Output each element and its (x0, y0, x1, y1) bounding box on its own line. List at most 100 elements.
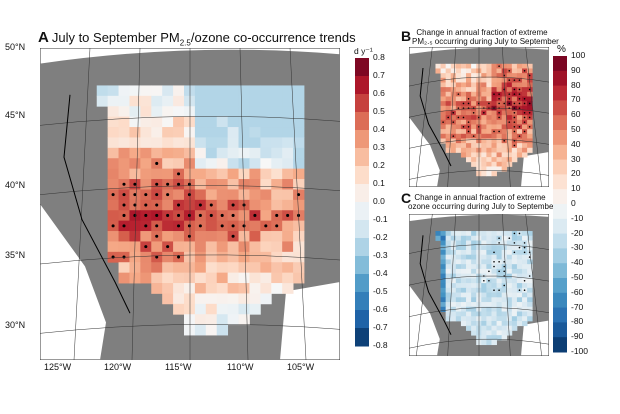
grid-cell (216, 116, 229, 128)
grid-cell (238, 189, 250, 201)
grid-cell (194, 241, 207, 253)
grid-cell (460, 138, 467, 144)
grid-cell (238, 147, 250, 159)
grid-cell (511, 152, 518, 158)
grid-cell (238, 262, 250, 274)
grid-cell (450, 63, 457, 69)
grid-cell (466, 254, 472, 260)
grid-cell (440, 138, 447, 144)
grid-cell (249, 251, 261, 263)
grid-cell (440, 245, 447, 251)
grid-cell (293, 85, 305, 97)
grid-cell (440, 77, 447, 83)
grid-cell (249, 231, 261, 242)
grid-cell (440, 124, 447, 130)
grid-cell (522, 254, 528, 260)
grid-cell (450, 292, 457, 298)
grid-cell (118, 158, 130, 170)
grid-cell (516, 119, 523, 125)
grid-cell (440, 101, 447, 107)
meridian-line (416, 47, 433, 187)
grid-cell (184, 106, 196, 118)
grid-cell (471, 152, 477, 158)
parallel-line (409, 107, 549, 118)
grid-cell (238, 85, 250, 97)
grid-cell (471, 231, 477, 237)
grid-cell (486, 133, 492, 139)
significance-dot (518, 107, 521, 109)
significance-dot (493, 130, 495, 133)
colorbar-swatch (355, 328, 369, 347)
grid-cell (471, 161, 477, 167)
grid-cell (455, 77, 462, 83)
grid-cell (471, 124, 477, 130)
grid-cell (491, 133, 497, 139)
grid-cell (471, 254, 477, 260)
significance-dot (133, 193, 137, 197)
grid-cell (107, 210, 119, 222)
grid-cell (481, 339, 487, 346)
grid-cell (249, 189, 261, 201)
grid-cell (227, 272, 239, 284)
grid-cell (527, 119, 533, 125)
grid-cell (506, 138, 513, 144)
grid-cell (516, 143, 523, 149)
grid-cell (501, 235, 508, 241)
grid-cell (460, 249, 467, 256)
grid-cell (511, 325, 518, 331)
grid-cell (511, 63, 518, 69)
grid-cell (293, 231, 305, 242)
grid-cell (271, 85, 283, 97)
grid-cell (506, 157, 513, 163)
grid-cell (216, 314, 229, 326)
grid-cell (481, 264, 487, 270)
grid-cell (151, 95, 163, 107)
grid-cell (506, 268, 513, 275)
grid-cell (516, 297, 523, 303)
significance-dot (513, 126, 516, 128)
grid-cell (486, 73, 492, 79)
grid-cell (486, 231, 492, 237)
grid-cell (271, 158, 283, 170)
grid-cell (205, 251, 218, 263)
grid-cell (481, 119, 487, 125)
grid-cell (194, 127, 207, 138)
grid-cell (455, 292, 462, 298)
significance-dot (209, 203, 213, 207)
grid-cell (496, 245, 503, 251)
grid-cell (506, 292, 513, 298)
grid-cell (471, 101, 477, 107)
grid-cell (486, 306, 492, 312)
grid-cell (491, 171, 497, 177)
grid-cell (440, 231, 447, 237)
grid-cell (516, 254, 523, 260)
grid-cell (486, 335, 492, 341)
grid-cell (491, 235, 497, 241)
grid-cell (455, 110, 462, 116)
grid-cell (496, 138, 503, 144)
grid-cell (506, 316, 513, 322)
grid-cell (486, 129, 492, 135)
colorbar-swatch (553, 248, 567, 264)
grid-cell (227, 251, 239, 263)
grid-cell (455, 235, 462, 241)
grid-cell (293, 137, 305, 149)
coastline (419, 235, 452, 335)
grid-cell (173, 147, 185, 159)
grid-cell (486, 339, 492, 346)
grid-cell (466, 133, 472, 139)
grid-cell (282, 220, 294, 232)
grid-cell (151, 106, 163, 118)
grid-cell (516, 268, 523, 275)
grid-cell (471, 259, 477, 265)
grid-cell (501, 306, 508, 312)
grid-cell (481, 138, 487, 144)
grid-cell (455, 264, 462, 270)
grid-cell (481, 68, 487, 74)
significance-dot (467, 126, 470, 128)
grid-cell (486, 297, 492, 303)
grid-cell (501, 133, 508, 139)
grid-cell (501, 96, 508, 102)
grid-cell (216, 127, 229, 138)
colorbar-swatch (553, 218, 567, 235)
